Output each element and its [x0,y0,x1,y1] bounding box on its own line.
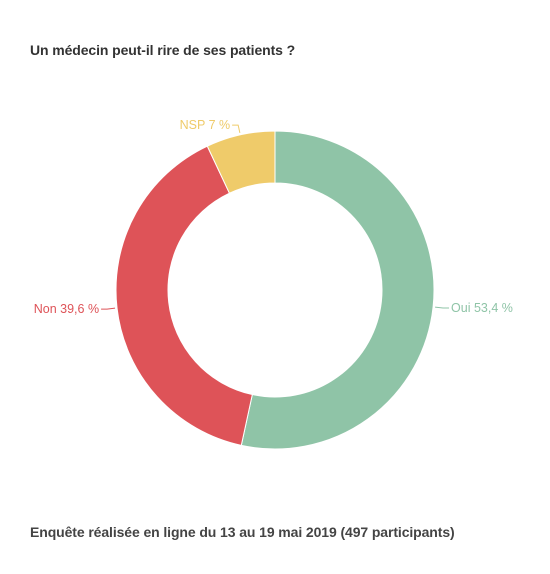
slice-oui [240,130,435,450]
slice-label-non: Non 39,6 % [34,302,99,316]
slice-non [115,145,253,446]
donut-slices [115,130,435,450]
leader-line-non [101,307,116,310]
chart-footer: Enquête réalisée en ligne du 13 au 19 ma… [30,524,455,540]
slice-nsp [206,130,276,194]
slice-labels: Oui 53,4 % Non 39,6 % NSP 7 % [34,118,513,316]
slice-label-oui: Oui 53,4 % [451,301,513,315]
chart-title: Un médecin peut-il rire de ses patients … [30,42,296,58]
leader-line-nsp [232,124,241,133]
leader-line-oui [435,306,450,309]
slice-label-nsp: NSP 7 % [180,118,231,132]
